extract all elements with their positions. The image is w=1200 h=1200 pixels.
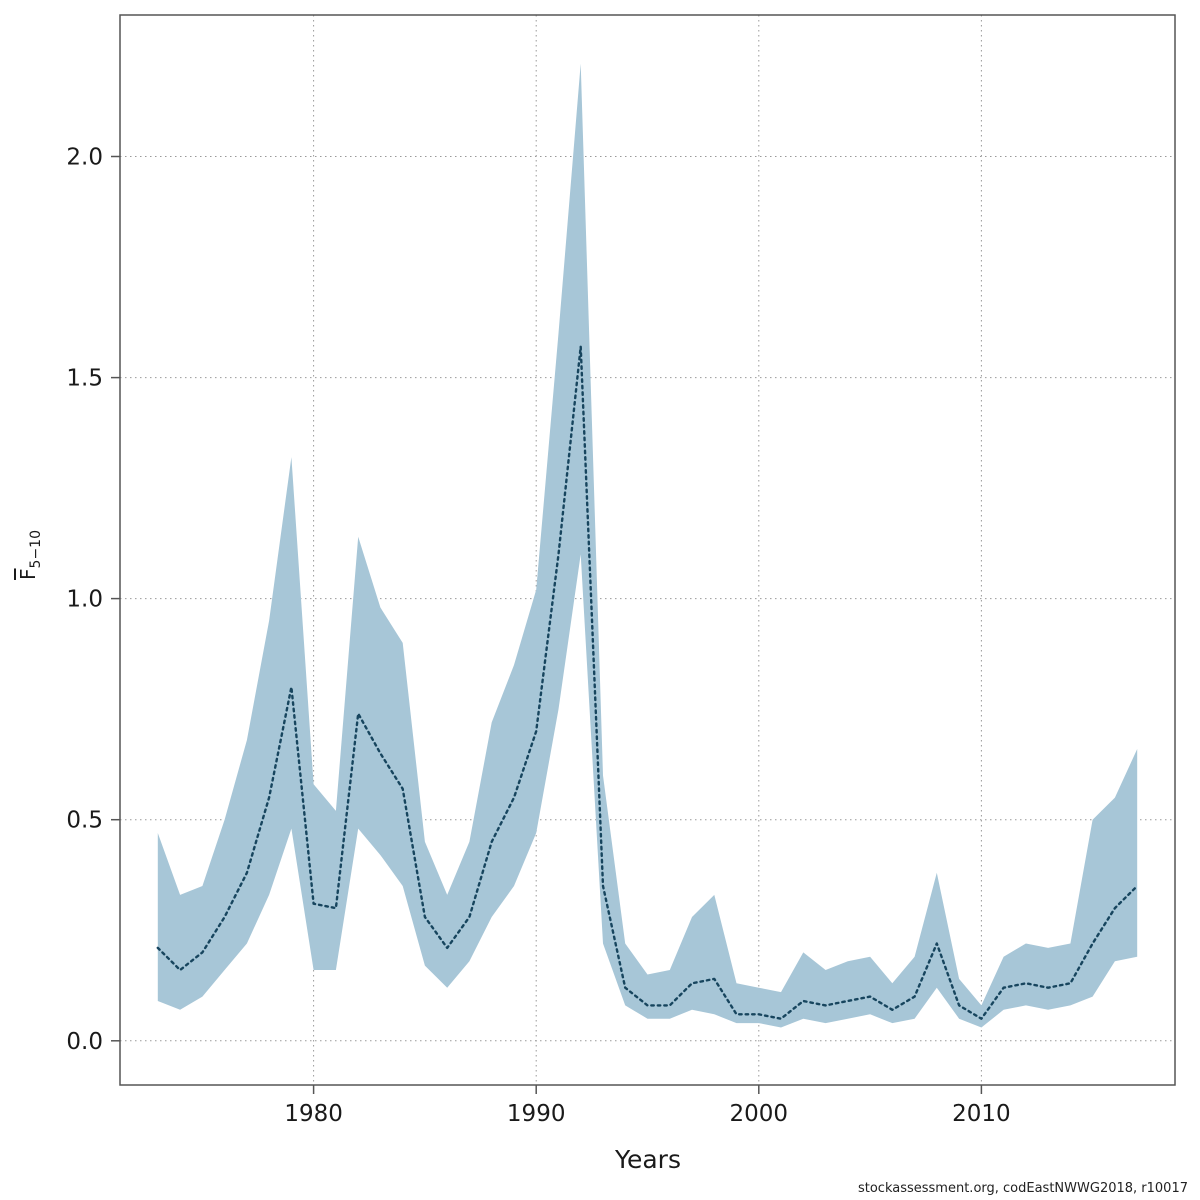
plot-border [119, 14, 1176, 1086]
x-tick-label: 2000 [730, 1101, 789, 1127]
median-line [156, 345, 1139, 1020]
source-attribution: stockassessment.org, codEastNWWG2018, r1… [857, 1181, 1188, 1196]
confidence-band [157, 63, 1138, 1028]
y-tick-label: 2.0 [66, 145, 103, 171]
y-tick-label: 1.5 [66, 366, 103, 392]
y-tick-label: 1.0 [66, 587, 103, 613]
x-tick-label: 1980 [284, 1101, 343, 1127]
y-axis-title-sub: 5−10 [28, 530, 44, 569]
x-tick-label: 1990 [507, 1101, 566, 1127]
y-tick-label: 0.5 [66, 808, 103, 834]
x-axis-title: Years [615, 1145, 681, 1174]
y-axis-title-main: F [16, 568, 40, 580]
x-tick-label: 2010 [952, 1101, 1011, 1127]
y-axis-title: F5−10 [16, 530, 44, 580]
y-tick-label: 0.0 [66, 1029, 103, 1055]
